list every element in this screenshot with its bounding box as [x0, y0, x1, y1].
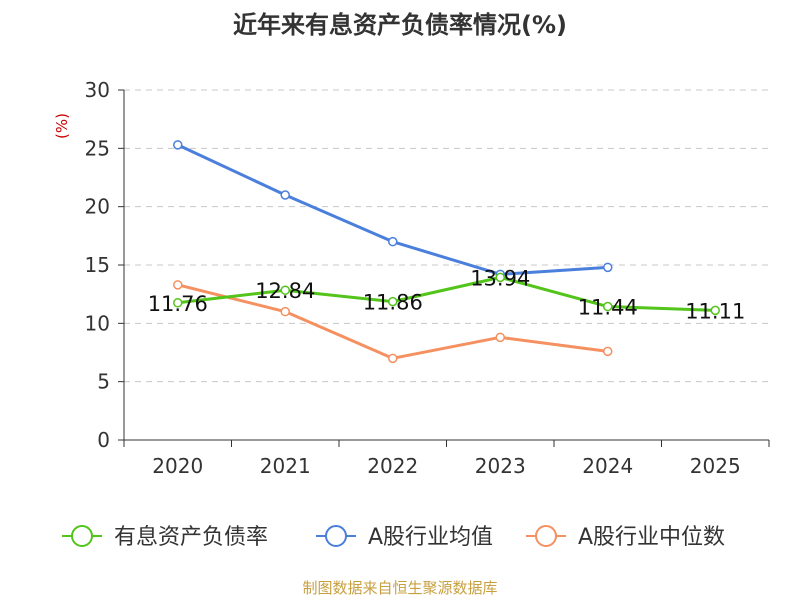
data-point [280, 285, 290, 295]
series-line [177, 275, 716, 312]
series-line [177, 143, 608, 276]
data-point [388, 353, 398, 364]
data-label: 11.86 [363, 291, 423, 315]
y-tick-label: 10 [85, 311, 110, 335]
data-label: 11.44 [578, 296, 638, 320]
x-tick-label: 2020 [152, 454, 203, 478]
data-point [388, 236, 398, 247]
data-label: 11.11 [685, 299, 745, 323]
data-point [388, 296, 398, 307]
x-tick-label: 2024 [582, 454, 633, 478]
legend-label: 有息资产负债率 [114, 525, 268, 550]
y-tick-label: 0 [97, 428, 110, 452]
data-point [173, 140, 183, 150]
data-labels: 11.76 12.84 11.86 13.94 11.44 11.11 [148, 266, 746, 323]
legend: 有息资产负债率 A股行业均值 A股行业中位数 [62, 525, 725, 550]
legend-swatch-marker [325, 525, 347, 547]
data-point [173, 298, 183, 308]
x-tick-label: 2022 [367, 454, 418, 478]
data-label: 12.84 [255, 279, 315, 303]
legend-label: A股行业中位数 [578, 525, 725, 550]
legend-label: A股行业均值 [368, 525, 493, 550]
legend-item[interactable]: A股行业中位数 [526, 525, 725, 550]
data-point [495, 332, 505, 343]
data-point [603, 301, 613, 312]
y-tick-label: 5 [97, 370, 110, 394]
grid-lines [124, 89, 769, 383]
y-axis-unit-label: (%) [53, 113, 71, 139]
x-tick-label: 2021 [260, 454, 311, 478]
data-point [710, 305, 720, 316]
data-label: 13.94 [470, 266, 530, 290]
source-caption: 制图数据来自恒生聚源数据库 [302, 579, 497, 597]
x-tick-label: 2025 [690, 454, 741, 478]
data-point [603, 262, 613, 273]
data-point [495, 272, 505, 283]
data-point [280, 306, 290, 317]
series-lines [173, 140, 720, 364]
y-tick-label: 25 [85, 136, 110, 160]
legend-item[interactable]: A股行业均值 [316, 525, 493, 550]
y-tick-label: 20 [85, 195, 110, 219]
y-tick-label: 15 [85, 253, 110, 277]
data-point [603, 346, 613, 357]
legend-swatch-marker [535, 525, 557, 547]
chart-title: 近年来有息资产负债率情况(%) [233, 11, 567, 39]
legend-item[interactable]: 有息资产负债率 [62, 525, 268, 550]
legend-swatch-marker [71, 525, 93, 547]
y-tick-label: 30 [85, 78, 110, 102]
data-point [280, 190, 290, 200]
x-tick-label: 2023 [475, 454, 526, 478]
data-point [173, 280, 183, 290]
data-label: 11.76 [148, 292, 208, 316]
